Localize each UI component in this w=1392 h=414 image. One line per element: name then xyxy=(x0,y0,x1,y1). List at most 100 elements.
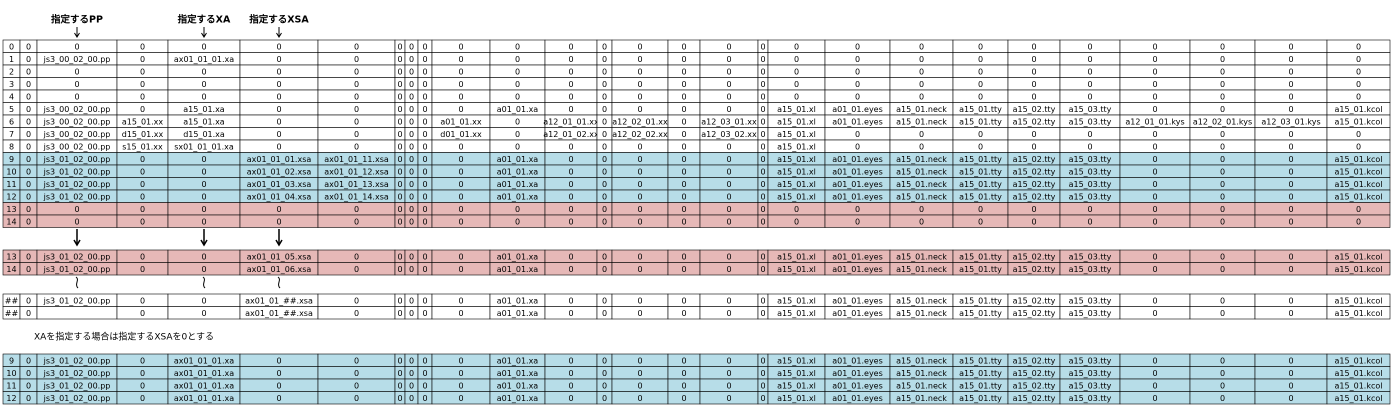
cell-text: 0 xyxy=(1288,369,1293,378)
cell-text: 0 xyxy=(760,369,765,378)
cell-text: 0 xyxy=(1288,80,1293,89)
cell-text: 0 xyxy=(637,205,642,214)
cell-text: 0 xyxy=(422,155,427,164)
cell-text: 0 xyxy=(397,167,402,176)
cell-text: 0 xyxy=(409,356,414,365)
cell-text: js3_01_02_00.pp xyxy=(43,167,111,176)
cell-text: a15_01.xl xyxy=(777,296,816,305)
cell-text: 0 xyxy=(26,167,31,176)
cell-text: 0 xyxy=(1087,42,1092,51)
cell-text: a01_01.xa xyxy=(497,296,539,305)
cell-text: a15_01.tty xyxy=(959,192,1002,201)
cell-text: a15_01.kcol xyxy=(1335,167,1383,176)
cell-text: 0 xyxy=(602,142,607,151)
cell-text: 0 xyxy=(760,142,765,151)
cell-text: 0 xyxy=(568,265,573,274)
cell-text: 0 xyxy=(794,205,799,214)
cell-text: 0 xyxy=(1220,142,1225,151)
cell-text: 0 xyxy=(760,217,765,226)
cell-text: 0 xyxy=(26,217,31,226)
cell-text: a15_01.kcol xyxy=(1335,192,1383,201)
cell-text: 0 xyxy=(26,155,31,164)
cell-text: 0 xyxy=(26,296,31,305)
cell-text: a15_01.tty xyxy=(959,265,1002,274)
cell-text: a01_01.eyes xyxy=(832,167,883,176)
cell-text: 0 xyxy=(637,381,642,390)
cell-text: a15_01.neck xyxy=(896,105,947,114)
cell-text: a12_03_02.xx xyxy=(701,130,757,139)
cell-text: 0 xyxy=(919,92,924,101)
cell-text: 0 xyxy=(26,265,31,274)
cell-text: ## xyxy=(5,309,19,318)
cell-text: 0 xyxy=(760,42,765,51)
cell-text: s15_01.xx xyxy=(122,142,163,151)
cell-text: 7 xyxy=(9,130,14,139)
cell-text: 0 xyxy=(568,80,573,89)
cell-text: a15_03.tty xyxy=(1069,192,1112,201)
cell-text: a15_01.tty xyxy=(959,369,1002,378)
cell-text: 0 xyxy=(458,167,463,176)
cell-text: 0 xyxy=(422,92,427,101)
cell-text: a15_03.tty xyxy=(1069,356,1112,365)
cell-text: 0 xyxy=(1220,80,1225,89)
cell-text: 0 xyxy=(919,55,924,64)
cell-text: 0 xyxy=(681,105,686,114)
cell-text: ax01_01_14.xsa xyxy=(324,192,389,201)
cell-text: a15_03.tty xyxy=(1069,265,1112,274)
cell-text: 0 xyxy=(637,356,642,365)
cell-text: 0 xyxy=(140,105,145,114)
cell-text: js3_01_02_00.pp xyxy=(43,252,111,261)
cell-text: 9 xyxy=(9,356,14,365)
cell-text: 0 xyxy=(681,180,686,189)
cell-text: 0 xyxy=(422,252,427,261)
cell-text: 0 xyxy=(602,92,607,101)
cell-text: 0 xyxy=(1220,309,1225,318)
cell-text: a15_01.neck xyxy=(896,265,947,274)
cell-text: a01_01.xa xyxy=(497,309,539,318)
cell-text: 0 xyxy=(1031,92,1036,101)
cell-text: 0 xyxy=(74,205,79,214)
cell-text: 0 xyxy=(1220,105,1225,114)
cell-text: 0 xyxy=(409,252,414,261)
cell-text: 0 xyxy=(515,205,520,214)
cell-text: 0 xyxy=(422,265,427,274)
cell-text: 0 xyxy=(1356,67,1361,76)
cell-text: a15_02.tty xyxy=(1013,356,1056,365)
cell-text: a01_01.eyes xyxy=(832,309,883,318)
cell-text: 0 xyxy=(602,80,607,89)
cell-text: a15_01.xl xyxy=(777,252,816,261)
cell-text: a01_01.eyes xyxy=(832,369,883,378)
cell-text: a15_01.neck xyxy=(896,394,947,403)
cell-text: 0 xyxy=(760,296,765,305)
cell-text: 0 xyxy=(1220,369,1225,378)
cell-text: a15_01.neck xyxy=(896,155,947,164)
cell-text: 0 xyxy=(26,252,31,261)
cell-text: 0 xyxy=(760,309,765,318)
cell-text: 0 xyxy=(1288,356,1293,365)
cell-text: 9 xyxy=(9,155,14,164)
cell-text: a15_01.xl xyxy=(777,130,816,139)
cell-text: 0 xyxy=(409,167,414,176)
cell-text: 0 xyxy=(276,80,281,89)
cell-text: a01_01.eyes xyxy=(832,252,883,261)
cell-text: 0 xyxy=(276,381,281,390)
cell-text: 0 xyxy=(726,309,731,318)
cell-text: 0 xyxy=(74,67,79,76)
cell-text: 0 xyxy=(637,167,642,176)
cell-text: a15_02.tty xyxy=(1013,369,1056,378)
cell-text: 0 xyxy=(1288,205,1293,214)
cell-text: 0 xyxy=(794,80,799,89)
cell-text: 0 xyxy=(855,92,860,101)
cell-text: 0 xyxy=(681,130,686,139)
cell-text: a15_03.tty xyxy=(1069,369,1112,378)
cell-text: 0 xyxy=(1220,205,1225,214)
cell-text: 0 xyxy=(978,55,983,64)
cell-text: 0 xyxy=(140,92,145,101)
cell-text: 0 xyxy=(726,155,731,164)
cell-text: 0 xyxy=(1152,142,1157,151)
cell-text: 0 xyxy=(26,92,31,101)
cell-text: 0 xyxy=(1288,142,1293,151)
cell-text: 0 xyxy=(760,180,765,189)
cell-text: 0 xyxy=(726,381,731,390)
cell-text: 0 xyxy=(568,217,573,226)
